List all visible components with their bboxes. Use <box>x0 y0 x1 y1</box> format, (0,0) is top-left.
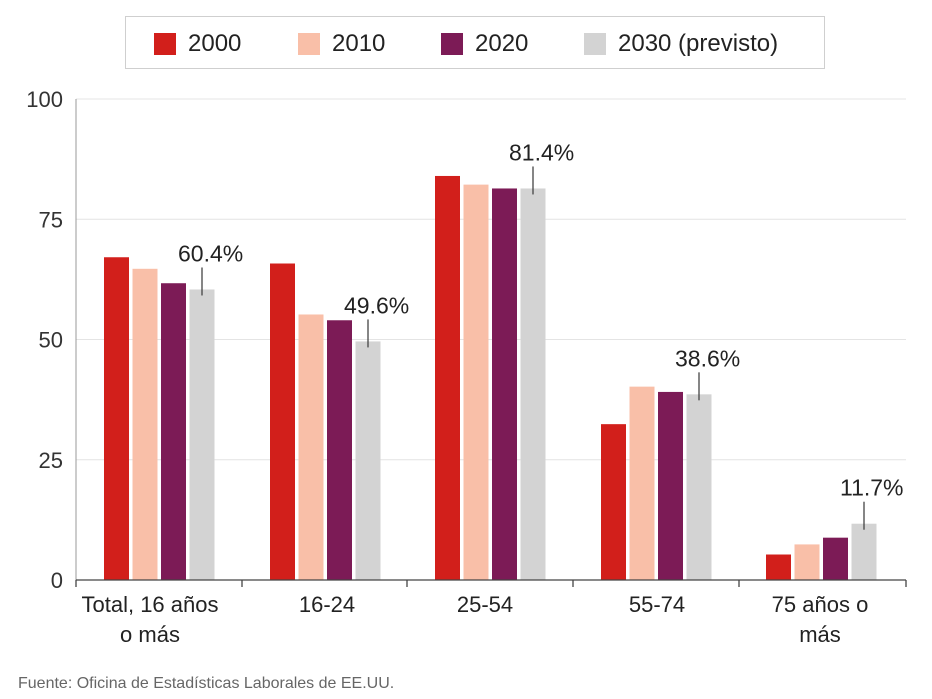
legend-label-2010: 2010 <box>332 30 386 57</box>
source-note: Fuente: Oficina de Estadísticas Laborale… <box>18 675 395 692</box>
bar <box>327 320 352 580</box>
category-label-25-54-line1: 25-54 <box>456 592 514 617</box>
bar <box>104 257 129 580</box>
bar <box>658 391 683 580</box>
legend-label-2020: 2020 <box>475 30 529 57</box>
data-label: 81.4% <box>509 139 574 165</box>
category-label-total-line1: Total, 16 años <box>81 592 219 617</box>
data-label: 49.6% <box>344 292 409 318</box>
bar <box>601 424 626 580</box>
y-tick-label: 25 <box>39 448 63 473</box>
category-label-25-54: 25-54 <box>410 590 560 620</box>
bar <box>686 394 712 580</box>
bar <box>355 341 381 580</box>
data-label: 11.7% <box>840 475 904 501</box>
y-tick-label: 0 <box>51 568 63 593</box>
category-label-75plus-line2: más <box>799 622 841 647</box>
legend: 2000 2010 2020 2030 (previsto) <box>125 16 825 69</box>
legend-swatch-2010 <box>298 33 320 55</box>
category-label-55-74-line1: 55-74 <box>628 592 686 617</box>
legend-swatch-2020 <box>441 33 463 55</box>
bar <box>794 544 820 580</box>
bar <box>629 386 655 580</box>
bar <box>851 523 877 580</box>
bar <box>766 554 791 580</box>
legend-label-2030: 2030 (previsto) <box>618 30 779 57</box>
bar <box>823 537 848 580</box>
legend-swatch-2030 <box>584 33 606 55</box>
y-tick-label: 50 <box>39 328 63 353</box>
bar <box>520 188 546 580</box>
bar <box>189 289 215 580</box>
bar <box>463 184 489 581</box>
y-tick-label: 100 <box>26 87 63 112</box>
bar <box>298 314 324 580</box>
bar <box>492 188 517 580</box>
legend-item-2010: 2010 <box>298 30 386 57</box>
legend-swatch-2000 <box>154 33 176 55</box>
legend-item-2000: 2000 <box>154 30 242 57</box>
category-label-total: Total, 16 años o más <box>58 590 242 650</box>
category-label-75plus-line1: 75 años o <box>771 592 869 617</box>
legend-item-2020: 2020 <box>441 30 529 57</box>
data-label: 60.4% <box>178 240 243 266</box>
data-label: 38.6% <box>675 345 740 371</box>
bar <box>435 175 460 580</box>
category-label-total-line2: o más <box>120 622 180 647</box>
category-label-75plus: 75 años o más <box>740 590 900 650</box>
bar <box>132 268 158 580</box>
y-tick-label: 75 <box>39 207 63 232</box>
bar <box>161 283 186 580</box>
category-label-16-24-line1: 16-24 <box>298 592 356 617</box>
bar <box>270 263 295 580</box>
category-label-55-74: 55-74 <box>582 590 732 620</box>
legend-label-2000: 2000 <box>188 30 242 57</box>
legend-item-2030: 2030 (previsto) <box>584 30 779 57</box>
category-label-16-24: 16-24 <box>252 590 402 620</box>
